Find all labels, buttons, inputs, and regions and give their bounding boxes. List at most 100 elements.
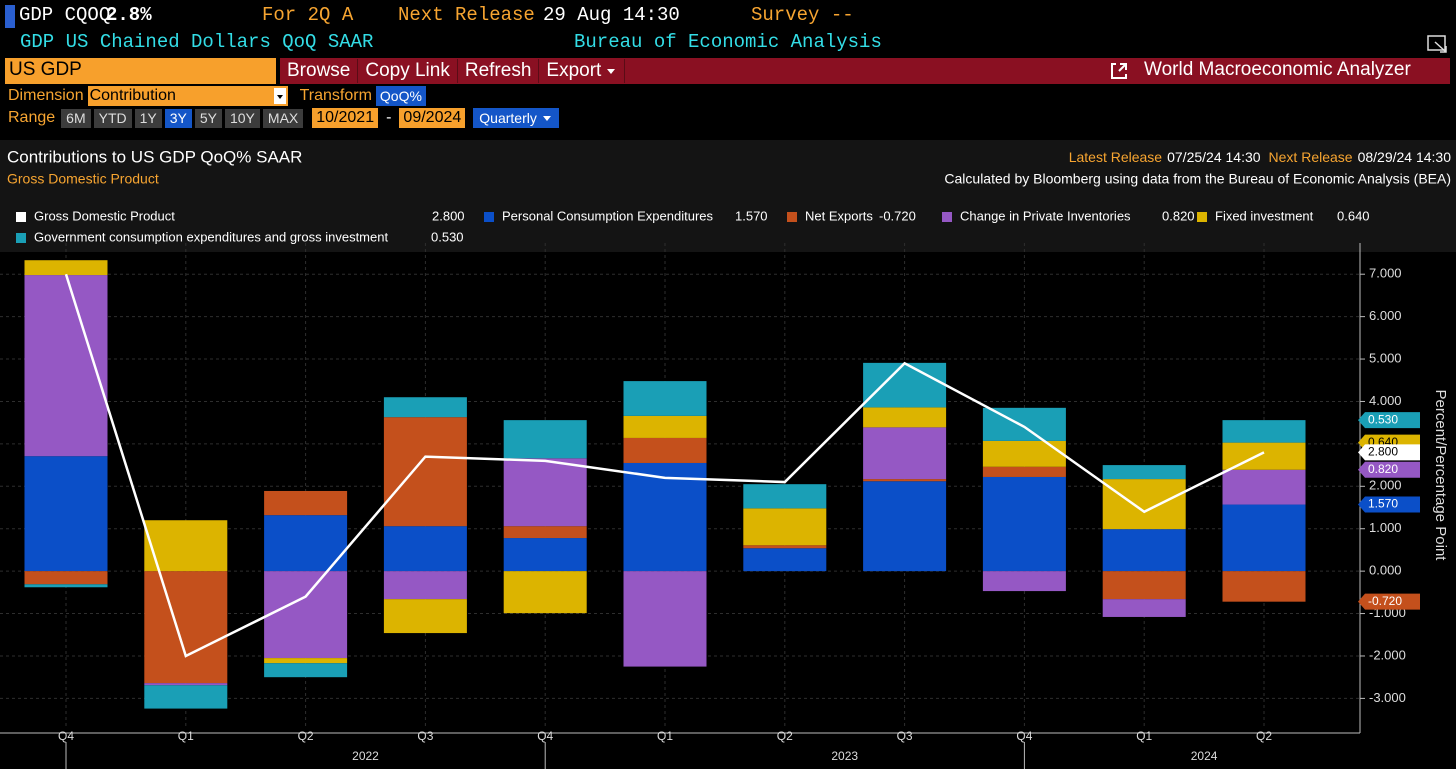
legend-swatch	[787, 212, 797, 222]
app-name[interactable]: World Macroeconomic Analyzer	[1144, 59, 1411, 80]
y-tick-label: 1.000	[1369, 520, 1402, 535]
next-release-label: Next Release	[398, 4, 535, 26]
legend-value: -0.720	[879, 208, 916, 223]
bar-segment	[503, 458, 587, 527]
bar-segment	[982, 440, 1066, 467]
frequency[interactable]: Quarterly	[473, 108, 559, 128]
legend-value: 0.820	[1162, 208, 1195, 223]
bar-segment	[623, 437, 707, 463]
legend-label: Fixed investment	[1215, 208, 1314, 223]
bar-segment	[863, 427, 947, 480]
period: For 2Q A	[262, 4, 354, 26]
dropdown-icon	[542, 116, 551, 121]
bar-segment	[144, 571, 228, 684]
transform[interactable]: QoQ%	[375, 86, 426, 106]
legend-swatch	[942, 212, 952, 222]
dimension: Contribution	[89, 87, 176, 104]
y-tick-label: 5.000	[1369, 350, 1402, 365]
bar-segment	[503, 571, 587, 614]
security-box[interactable]	[5, 58, 276, 84]
bar-segment	[1222, 504, 1306, 572]
value-tag-label: -0.720	[1368, 594, 1402, 608]
dimension-select[interactable]: Contribution	[87, 86, 288, 106]
toolbar-button[interactable]: Copy Link	[358, 59, 458, 83]
value-tag	[1358, 444, 1420, 461]
chart-title: Contributions to US GDP QoQ% SAAR	[7, 147, 302, 166]
bar-segment	[743, 545, 827, 549]
bar-segment	[264, 490, 348, 516]
y-tick-label: 7.000	[1369, 266, 1402, 281]
bar-segment	[1102, 599, 1186, 617]
dimension-label: Dimension	[8, 87, 84, 104]
range-separator: -	[386, 109, 392, 126]
value-tag	[1358, 593, 1420, 610]
source-note: Calculated by Bloomberg using data from …	[944, 171, 1451, 187]
chart-subtitle: Gross Domestic Product	[7, 171, 159, 187]
y-tick-label: -3.000	[1369, 690, 1406, 705]
toolbar-buttons: Browse Copy Link Refresh Export	[280, 59, 626, 83]
toolbar-button[interactable]: Export	[539, 59, 626, 83]
bar-segment	[264, 515, 348, 572]
y-tick-label: 4.000	[1369, 393, 1402, 408]
bar-segment	[144, 683, 228, 686]
bar-segment	[1222, 469, 1306, 505]
toolbar-button[interactable]: Refresh	[458, 59, 540, 83]
value-tag-label: 0.820	[1368, 462, 1398, 476]
legend-label: Government consumption expenditures and …	[34, 229, 388, 244]
bar-segment	[863, 362, 947, 408]
transform-label: Transform	[299, 87, 372, 104]
launch-icon[interactable]	[1108, 60, 1130, 82]
bar-segment	[383, 417, 467, 527]
legend-label: Net Exports	[805, 208, 873, 223]
dimension-row: Dimension Contribution Transform QoQ%	[8, 86, 426, 106]
bar-segment	[623, 415, 707, 438]
value-tag-label: 1.570	[1368, 497, 1398, 511]
bar-segment	[982, 476, 1066, 572]
y-tick-label: 2.000	[1369, 478, 1402, 493]
bar-segment	[623, 462, 707, 572]
legend-label: Gross Domestic Product	[34, 208, 175, 223]
bar-segment	[264, 571, 348, 659]
range-button[interactable]: 10Y	[224, 108, 260, 128]
range-button[interactable]: 3Y	[164, 108, 192, 128]
range-button[interactable]: 1Y	[134, 108, 162, 128]
value-tag-label: 2.800	[1368, 445, 1398, 459]
range-button[interactable]: YTD	[93, 108, 132, 128]
toolbar-button[interactable]: Browse	[280, 59, 359, 83]
bar-segment	[982, 466, 1066, 477]
start-date[interactable]: 10/2021	[312, 108, 379, 128]
bar-segment	[383, 526, 467, 572]
y-tick-label: 6.000	[1369, 308, 1402, 323]
bar-segment	[743, 484, 827, 509]
value-tag	[1358, 412, 1420, 429]
security[interactable]: US GDP	[9, 59, 82, 80]
bar-segment	[623, 571, 707, 667]
range-button[interactable]: 6M	[61, 108, 91, 128]
bar-segment	[623, 381, 707, 416]
y-tick-label: -2.000	[1369, 647, 1406, 662]
next-release-label: Next Release	[1269, 149, 1353, 165]
y-tick-label: 0.000	[1369, 563, 1402, 578]
gdp-line	[64, 273, 1265, 658]
bar-segment	[863, 481, 947, 572]
dropdown-icon	[607, 69, 616, 74]
range-button[interactable]: 5Y	[194, 108, 222, 128]
bar-segment	[383, 397, 467, 418]
plot-bg	[0, 252, 1456, 769]
bar-segment	[1222, 420, 1306, 443]
legend-label: Change in Private Inventories	[960, 208, 1131, 223]
bar-segment	[1102, 465, 1186, 480]
legend-swatch	[16, 233, 26, 243]
range-button[interactable]: MAX	[262, 108, 304, 128]
bar-segment	[24, 260, 108, 276]
end-date[interactable]: 09/2024	[399, 108, 466, 128]
dropdown-icon	[273, 88, 286, 104]
source: Bureau of Economic Analysis	[574, 31, 882, 53]
bar-segment	[743, 548, 827, 572]
popout-icon[interactable]	[1426, 33, 1450, 55]
bar-segment	[503, 526, 587, 539]
bar-segment	[144, 520, 228, 572]
latest-release: 07/25/24 14:30	[1167, 149, 1261, 165]
value-tag-label: 0.530	[1368, 412, 1398, 426]
